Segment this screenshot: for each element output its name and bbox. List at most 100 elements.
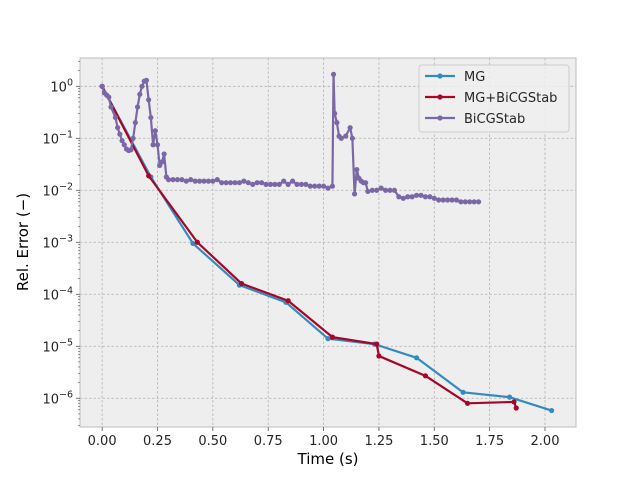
data-point-bicgstab [245, 180, 251, 186]
data-point-bicgstab [458, 199, 464, 205]
series-layer [99, 71, 555, 414]
legend-marker-mg [437, 73, 443, 79]
data-point-bicgstab [387, 187, 393, 193]
data-point-bicgstab [354, 166, 360, 173]
data-point-bicgstab [134, 104, 141, 110]
data-point-bicgstab [391, 187, 398, 193]
data-point-bicgstab [130, 135, 136, 141]
x-tick-label: 0.75 [254, 434, 283, 449]
data-point-mg-bicgstab [285, 298, 291, 304]
data-point-bicgstab [325, 185, 331, 191]
y-tick-label-exponent: −5 [59, 337, 73, 348]
data-point-bicgstab [413, 192, 420, 198]
data-point-bicgstab [298, 181, 305, 187]
legend-label-mg-bicgstab: MG+BiCGStab [464, 91, 557, 106]
data-point-bicgstab [418, 192, 424, 198]
data-point-bicgstab [320, 183, 327, 189]
data-point-bicgstab [137, 91, 143, 97]
data-point-bicgstab [115, 125, 121, 131]
data-point-mg [413, 355, 420, 361]
data-point-mg [325, 336, 331, 342]
data-point-bicgstab [431, 195, 437, 201]
data-point-bicgstab [263, 181, 269, 187]
data-point-bicgstab [154, 142, 161, 148]
data-point-bicgstab [117, 131, 123, 137]
legend-label-bicgstab: BiCGStab [464, 112, 525, 127]
data-point-bicgstab [139, 83, 145, 89]
data-point-bicgstab [294, 181, 300, 187]
data-point-mg-bicgstab [329, 334, 336, 340]
data-point-bicgstab [347, 125, 353, 131]
data-point-mg [460, 389, 466, 395]
data-point-mg-bicgstab [376, 353, 382, 359]
data-point-bicgstab [250, 181, 256, 187]
data-point-bicgstab [106, 94, 112, 100]
x-tick-label: 2.00 [531, 434, 560, 449]
data-point-bicgstab [475, 199, 482, 205]
data-point-bicgstab [121, 142, 127, 148]
data-point-bicgstab [146, 97, 152, 103]
y-axis-label: Rel. Error (−) [14, 193, 32, 291]
data-point-bicgstab [338, 135, 344, 141]
y-tick-label-exponent: −4 [59, 285, 73, 296]
y-tick-label: 10−4 [42, 285, 73, 303]
data-point-bicgstab [281, 178, 287, 184]
data-point-mg-bicgstab [194, 239, 200, 245]
data-point-bicgstab [214, 177, 220, 183]
data-point-bicgstab [108, 104, 114, 110]
data-point-bicgstab [219, 180, 225, 186]
data-point-bicgstab [363, 180, 369, 186]
data-point-bicgstab [312, 183, 318, 189]
data-point-bicgstab [232, 180, 238, 186]
data-point-bicgstab [165, 177, 172, 183]
data-point-bicgstab [289, 178, 296, 184]
legend-label-mg: MG [464, 70, 485, 85]
data-point-bicgstab [227, 180, 234, 186]
y-tick-label: 100 [50, 77, 73, 95]
data-point-mg-bicgstab [146, 173, 152, 179]
data-point-bicgstab [148, 114, 154, 121]
data-point-bicgstab [258, 180, 265, 186]
data-point-bicgstab [462, 199, 468, 205]
ticks: 0.00 0.25 0.50 0.75 1.00 1.25 1.50 1.75 2.001001… [42, 61, 559, 449]
x-tick-label: 1.25 [364, 434, 393, 449]
y-tick-label-base: 10 [42, 236, 59, 251]
data-point-bicgstab [422, 194, 429, 200]
data-point-bicgstab [365, 188, 371, 195]
data-point-bicgstab [382, 187, 389, 193]
data-point-mg [506, 394, 513, 400]
data-point-bicgstab [170, 177, 176, 183]
data-point-bicgstab [132, 120, 138, 126]
data-point-bicgstab [112, 114, 119, 121]
data-point-bicgstab [316, 183, 322, 189]
y-tick-label-exponent: −1 [59, 129, 73, 140]
data-point-mg [190, 240, 196, 247]
x-axis-label: Time (s) [297, 450, 359, 468]
data-point-bicgstab [405, 194, 411, 200]
y-tick-label: 10−1 [42, 129, 73, 147]
data-point-bicgstab [119, 138, 125, 144]
data-point-bicgstab [188, 177, 194, 183]
data-point-bicgstab [128, 147, 134, 153]
data-point-bicgstab [201, 178, 207, 184]
data-point-bicgstab [276, 181, 282, 187]
data-point-bicgstab [329, 183, 336, 189]
data-point-bicgstab [99, 83, 105, 89]
data-point-bicgstab [440, 197, 446, 203]
x-tick-label: 1.75 [475, 434, 504, 449]
y-tick-label-base: 10 [50, 80, 67, 95]
data-point-bicgstab [303, 181, 309, 187]
data-point-bicgstab [179, 177, 185, 183]
y-tick-label: 10−5 [42, 337, 73, 355]
series-line-mg-bicgstab [101, 85, 518, 409]
legend: MG MG+BiCGStab BiCGStab [418, 64, 570, 133]
data-point-bicgstab [205, 178, 212, 184]
data-point-bicgstab [453, 197, 460, 203]
y-tick-label-exponent: −3 [59, 233, 73, 244]
data-point-bicgstab [343, 133, 349, 139]
data-point-mg-bicgstab [374, 341, 380, 347]
data-point-bicgstab [272, 181, 278, 187]
data-point-bicgstab [192, 178, 198, 184]
data-point-bicgstab [349, 135, 355, 141]
